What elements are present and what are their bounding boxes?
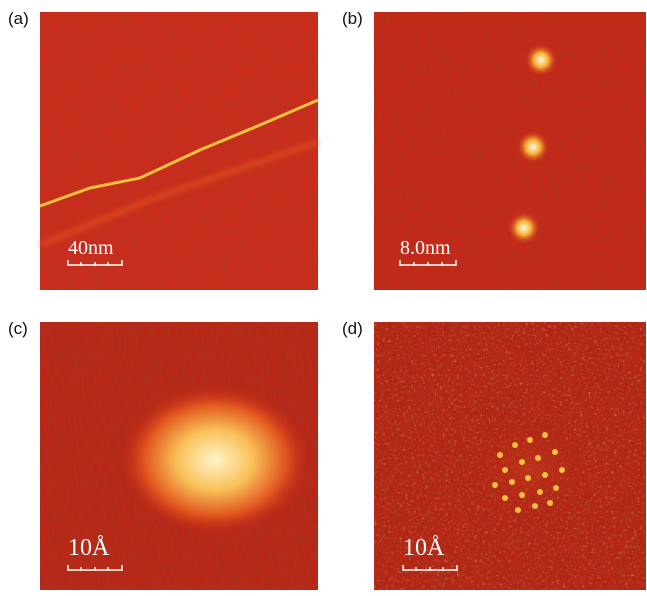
scale-text: 10Å (68, 535, 110, 561)
panel-label: (d) (342, 319, 363, 338)
panel-d: (d) 10Å (342, 319, 646, 590)
panel-b: (b) 8.0nm (342, 9, 646, 290)
panel-label: (c) (8, 319, 28, 338)
molecule (525, 44, 557, 76)
molecule-halo (465, 415, 595, 525)
scale-text: 40nm (68, 237, 114, 259)
scale-text: 8.0nm (400, 237, 451, 259)
panel-label: (b) (342, 9, 363, 28)
molecule (508, 212, 540, 244)
molecule (517, 131, 549, 163)
panel-label: (a) (8, 9, 29, 28)
scale-text: 10Å (403, 535, 445, 561)
molecule (120, 385, 310, 535)
figure: (a) 40nm (b) 8.0nm (c) 10Å (0, 0, 647, 596)
panel-a: (a) 40nm (8, 9, 318, 290)
panel-c: (c) 10Å (8, 319, 318, 590)
